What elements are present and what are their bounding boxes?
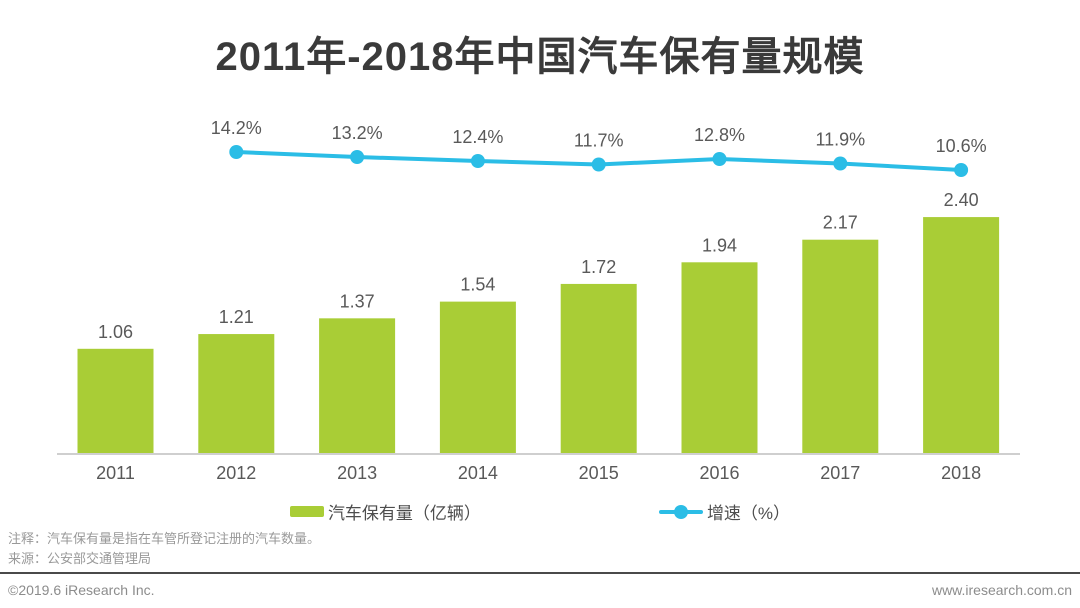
website-link[interactable]: www.iresearch.com.cn bbox=[931, 582, 1072, 598]
x-tick-label-2017: 2017 bbox=[820, 463, 860, 483]
bar-2015 bbox=[560, 283, 637, 453]
growth-label-2017: 11.9% bbox=[815, 130, 865, 150]
bar-value-label-2013: 1.37 bbox=[340, 291, 375, 311]
x-tick-label-2015: 2015 bbox=[579, 463, 619, 483]
x-tick-label-2011: 2011 bbox=[96, 463, 135, 483]
growth-point-2012 bbox=[229, 145, 244, 159]
copyright-text: ©2019.6 iResearch Inc. bbox=[8, 582, 155, 598]
x-tick-label-2013: 2013 bbox=[337, 463, 377, 483]
x-tick-label-2012: 2012 bbox=[216, 463, 256, 483]
note-annotation: 注释：汽车保有量是指在车管所登记注册的汽车数量。 bbox=[8, 531, 321, 546]
growth-label-2012: 14.2% bbox=[211, 118, 262, 138]
legend-bar-label: 汽车保有量（亿辆） bbox=[327, 504, 481, 523]
bar-2018 bbox=[923, 217, 1000, 453]
growth-label-2018: 10.6% bbox=[936, 136, 987, 156]
bar-value-label-2015: 1.72 bbox=[581, 257, 616, 277]
growth-point-2018 bbox=[954, 163, 969, 177]
chart-legend: 汽车保有量（亿辆） 增速（%） bbox=[0, 499, 1080, 524]
line-series-swatch-icon bbox=[658, 504, 703, 519]
bar-2014 bbox=[439, 301, 516, 453]
bar-line-chart: 1.06 2011 1.21 2012 1.37 2013 1.54 2014 1.72 2015… bbox=[57, 118, 1020, 483]
bar-2016 bbox=[681, 262, 758, 453]
bar-value-label-2014: 1.54 bbox=[460, 275, 495, 295]
legend-line-label: 增速（%） bbox=[706, 504, 791, 523]
x-tick-label-2018: 2018 bbox=[941, 463, 981, 483]
bar-value-label-2011: 1.06 bbox=[98, 322, 133, 342]
bar-2013 bbox=[319, 318, 396, 453]
growth-point-2014 bbox=[470, 154, 485, 168]
bar-2011 bbox=[77, 348, 154, 453]
bar-value-label-2017: 2.17 bbox=[823, 213, 858, 233]
growth-point-2015 bbox=[591, 157, 606, 172]
chart-notes: 注释：汽车保有量是指在车管所登记注册的汽车数量。 来源：公安部交通管理局 bbox=[8, 529, 320, 569]
growth-point-2016 bbox=[712, 152, 727, 166]
note-source: 来源：公安部交通管理局 bbox=[8, 551, 152, 566]
growth-label-2013: 13.2% bbox=[332, 123, 383, 143]
bar-series-swatch-icon bbox=[289, 506, 324, 517]
footer-divider bbox=[0, 572, 1080, 574]
x-tick-label-2016: 2016 bbox=[699, 463, 739, 483]
growth-point-2013 bbox=[350, 150, 365, 164]
bar-2017 bbox=[802, 239, 879, 453]
chart-title: 2011年-2018年中国汽车保有量规模 bbox=[215, 35, 865, 79]
bar-value-label-2016: 1.94 bbox=[702, 235, 737, 255]
bar-value-label-2012: 1.21 bbox=[219, 307, 254, 327]
legend-item-line: 增速（%） bbox=[658, 499, 791, 524]
growth-label-2014: 12.4% bbox=[452, 127, 503, 147]
x-tick-label-2014: 2014 bbox=[458, 463, 498, 483]
legend-item-bar: 汽车保有量（亿辆） bbox=[289, 499, 481, 524]
growth-label-2016: 12.8% bbox=[694, 125, 745, 145]
growth-point-2017 bbox=[833, 156, 848, 171]
bar-2012 bbox=[198, 334, 275, 453]
bar-value-label-2018: 2.40 bbox=[944, 190, 979, 210]
growth-label-2015: 11.7% bbox=[574, 131, 624, 151]
